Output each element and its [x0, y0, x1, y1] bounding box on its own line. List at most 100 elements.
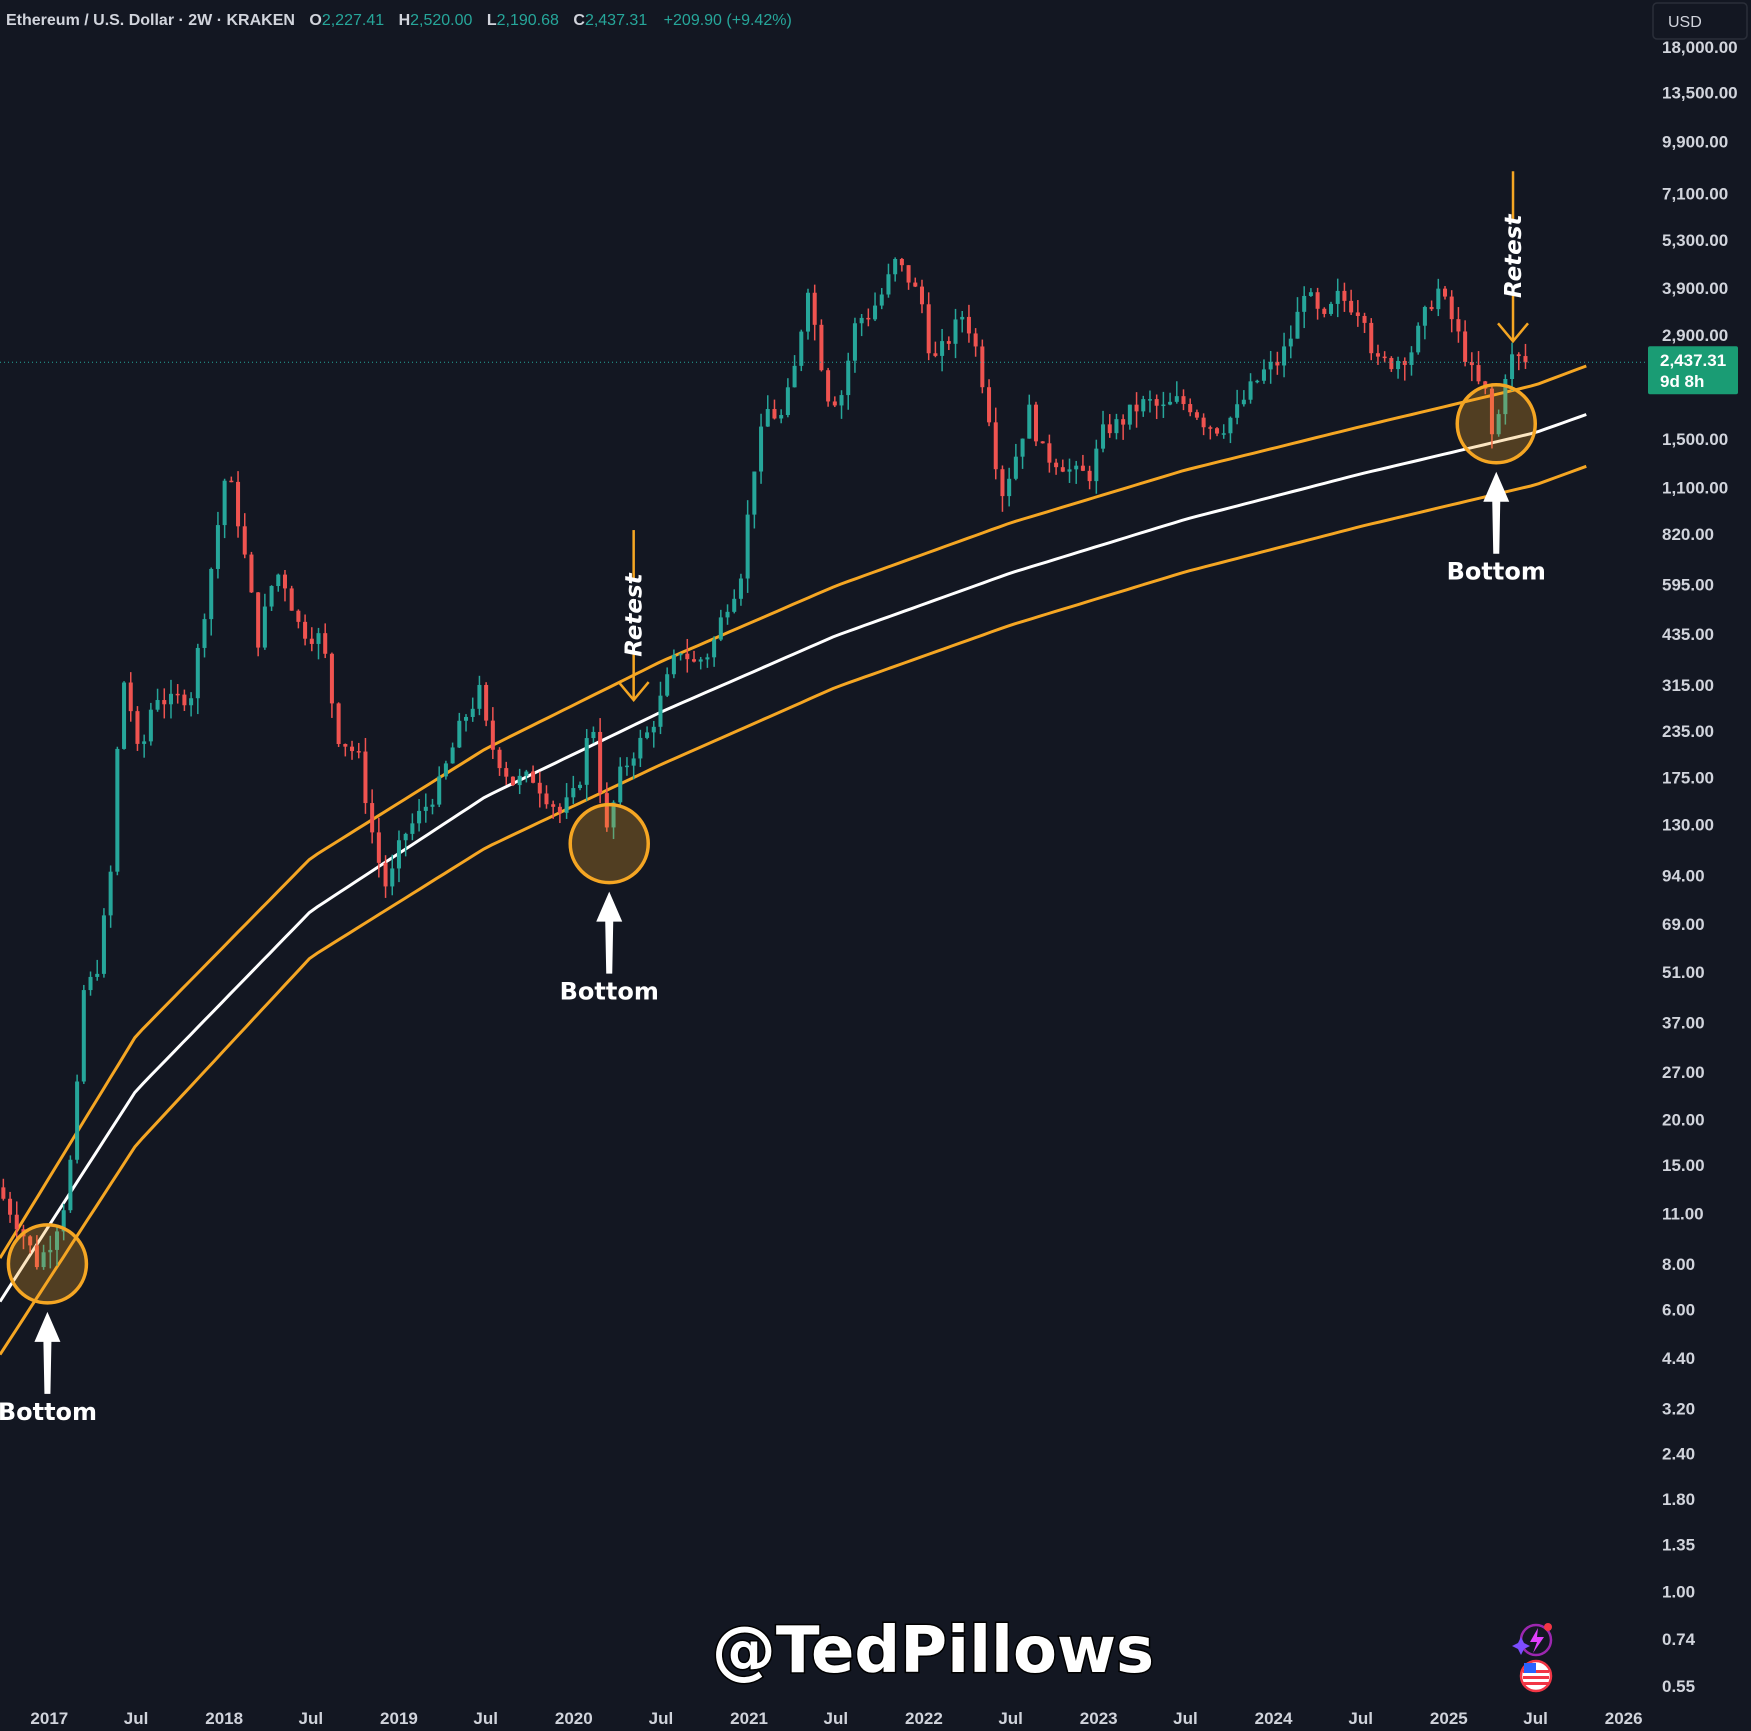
- candle-body: [551, 804, 556, 807]
- time-tick-label: Jul: [998, 1709, 1023, 1728]
- candle-body: [1308, 292, 1313, 296]
- candle-body: [1194, 412, 1199, 418]
- low-label: L: [487, 12, 497, 29]
- price-tick-label: 1.80: [1662, 1490, 1695, 1509]
- candle-body: [470, 708, 475, 717]
- candle-body: [718, 617, 723, 640]
- candle-body: [410, 823, 415, 834]
- price-tick-label: 18,000.00: [1662, 38, 1738, 57]
- time-axis[interactable]: 2017 Jul 2018 Jul 2019 Jul 2020 Jul 2021 Jul 2022 J…: [30, 1709, 1642, 1728]
- candle-body: [819, 324, 824, 371]
- candle-body: [1315, 292, 1320, 309]
- candle-body: [75, 1081, 80, 1160]
- candle-body: [953, 319, 958, 344]
- candle-body: [101, 915, 106, 974]
- high-label: H: [399, 12, 411, 29]
- candle-body: [236, 481, 241, 527]
- candle-body: [691, 659, 697, 662]
- currency-button[interactable]: USD: [1652, 2, 1748, 40]
- candle-body: [450, 747, 455, 764]
- candle-body: [1329, 303, 1334, 314]
- candle-body: [1456, 319, 1461, 332]
- candle-body: [1442, 288, 1448, 297]
- candle-body: [148, 709, 153, 742]
- candle-body: [1255, 380, 1260, 383]
- candle-body: [464, 716, 469, 721]
- price-tick-label: 51.00: [1662, 963, 1705, 982]
- us-flag-icon[interactable]: [1519, 1659, 1553, 1693]
- bottom-label: Bottom: [560, 978, 659, 1006]
- candle-body: [966, 316, 971, 334]
- price-tick-label: 1.35: [1662, 1535, 1695, 1554]
- price-tick-label: 9,900.00: [1662, 132, 1728, 151]
- time-tick-label: 2020: [555, 1709, 593, 1728]
- candle-body: [1375, 353, 1380, 357]
- open-label: O: [309, 12, 321, 29]
- candle-body: [1402, 360, 1407, 365]
- candle-body: [1094, 448, 1099, 482]
- candle-body: [1174, 396, 1179, 402]
- candle-body: [443, 763, 448, 777]
- candle-body: [598, 731, 603, 794]
- candle-body: [108, 871, 113, 916]
- candle-body: [812, 292, 817, 325]
- sparkle-lightning-icon[interactable]: [1512, 1623, 1553, 1657]
- candle-body: [1322, 308, 1327, 314]
- candle-body: [142, 741, 147, 744]
- candle-body: [350, 746, 355, 752]
- candle-body: [122, 682, 127, 749]
- candle-body: [960, 316, 965, 320]
- price-tick-label: 8.00: [1662, 1255, 1695, 1274]
- candle-body: [665, 674, 670, 696]
- candle-body: [578, 784, 583, 789]
- arrow-up-icon: [34, 1311, 61, 1394]
- price-tick-label: 1.00: [1662, 1583, 1695, 1602]
- candle-body: [678, 653, 683, 656]
- price-tick-label: 13,500.00: [1662, 83, 1738, 102]
- candle-body: [162, 700, 167, 705]
- candle-body: [1248, 381, 1253, 400]
- candle-body: [8, 1198, 13, 1215]
- candle-body: [504, 768, 509, 777]
- candle-body: [296, 610, 301, 622]
- candle-body: [457, 720, 462, 748]
- candle-body: [1416, 325, 1421, 353]
- candle-body: [1355, 312, 1360, 316]
- candle-body: [1241, 399, 1246, 405]
- time-tick-label: 2019: [380, 1709, 418, 1728]
- candle-body: [940, 341, 945, 356]
- price-axis[interactable]: 0.55 0.74 1.00 1.35 1.80 2.40 3.20 4.40 6.00 8.00…: [1662, 38, 1738, 1696]
- candle-body: [651, 726, 656, 733]
- price-tick-label: 820.00: [1662, 525, 1714, 544]
- candle-body: [1054, 462, 1059, 468]
- candle-body: [323, 633, 328, 654]
- candle-body: [537, 782, 542, 794]
- price-tick-label: 27.00: [1662, 1063, 1705, 1082]
- candle-body: [544, 793, 549, 805]
- candle-body: [1422, 306, 1427, 326]
- candle-body: [135, 711, 140, 744]
- bottom-label: Bottom: [0, 1398, 97, 1426]
- candle-body: [1261, 369, 1266, 381]
- time-tick-label: Jul: [473, 1709, 498, 1728]
- candle-body: [1161, 404, 1166, 407]
- time-tick-label: 2023: [1080, 1709, 1118, 1728]
- price-tick-label: 175.00: [1662, 768, 1714, 787]
- candle-body: [745, 514, 750, 579]
- time-tick-label: 2017: [30, 1709, 68, 1728]
- candle-body: [805, 292, 811, 332]
- candle-body: [698, 659, 703, 662]
- candle-body: [785, 387, 790, 416]
- bottom-highlight-circle: [1455, 382, 1538, 465]
- time-tick-label: Jul: [1348, 1709, 1373, 1728]
- candle-body: [611, 802, 616, 828]
- time-tick-label: 2018: [205, 1709, 243, 1728]
- candle-body: [1, 1187, 6, 1199]
- candle-body: [591, 731, 596, 739]
- candle-body: [1080, 465, 1085, 471]
- candle-body: [1429, 306, 1434, 310]
- candle-body: [282, 574, 287, 589]
- candle-body: [1074, 465, 1079, 470]
